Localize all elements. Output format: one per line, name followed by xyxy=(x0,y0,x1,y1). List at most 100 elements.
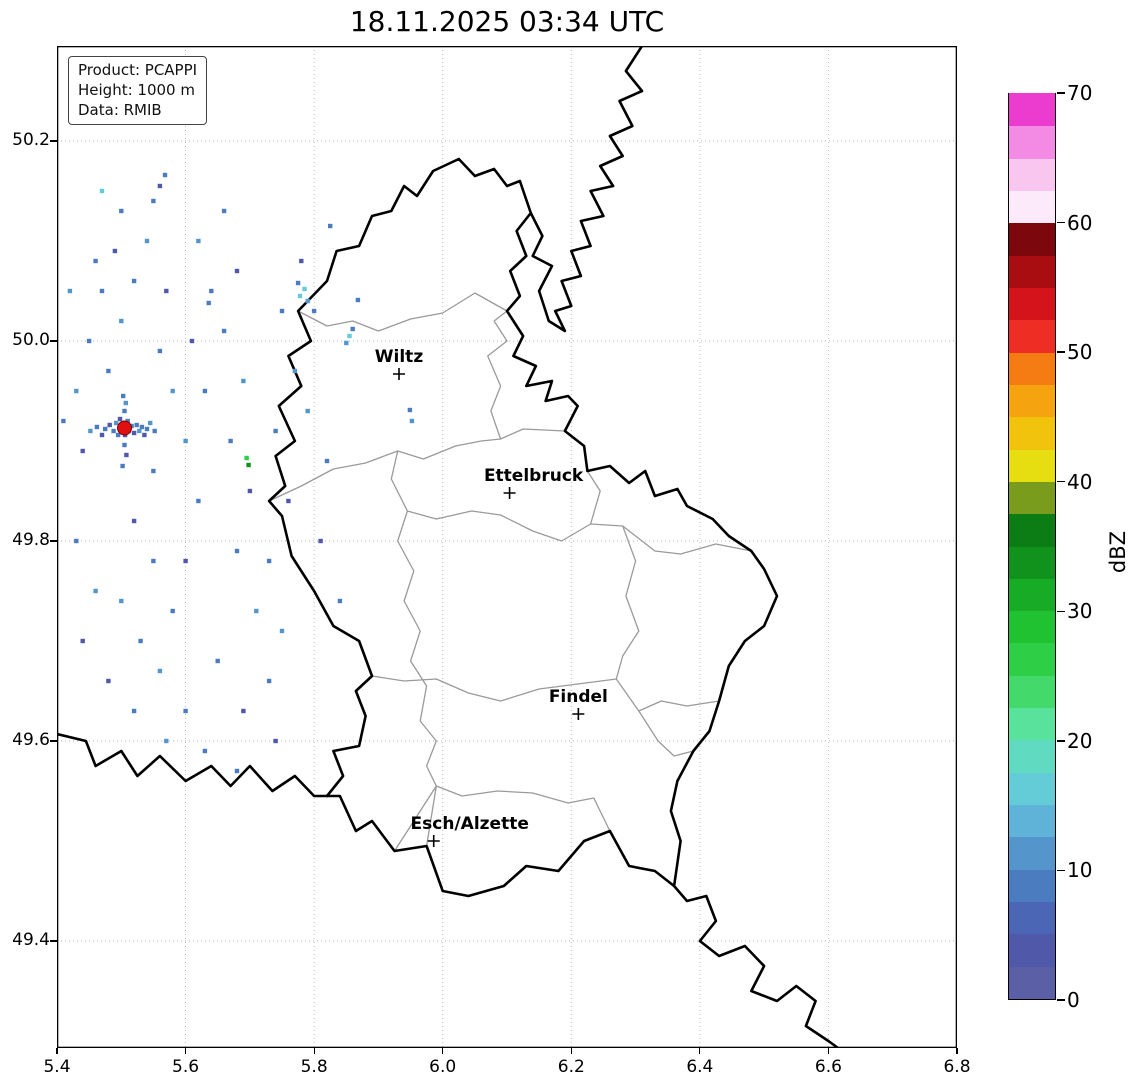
y-tick-mark xyxy=(50,540,57,542)
canton-border xyxy=(487,310,508,440)
radar-echo-pixel xyxy=(164,738,169,744)
city-marker xyxy=(572,708,585,720)
radar-echo-pixel xyxy=(266,678,272,684)
radar-echo-pixel xyxy=(350,326,355,332)
radar-echo-pixel xyxy=(144,238,150,244)
radar-echo-pixel xyxy=(131,518,137,524)
city-label: Ettelbruck xyxy=(484,466,584,486)
colorbar-tick-mark xyxy=(1057,351,1065,353)
radar-echo-pixel xyxy=(254,608,259,614)
colorbar-segment xyxy=(1009,416,1055,450)
colorbar-tick-label: 20 xyxy=(1067,728,1093,753)
radar-echo-pixel xyxy=(119,318,124,324)
radar-echo-pixel xyxy=(295,280,301,286)
radar-echo-pixel xyxy=(279,628,285,634)
x-tick-label: 5.8 xyxy=(300,1057,328,1077)
radar-echo-pixel xyxy=(61,418,66,424)
radar-echo-pixel xyxy=(164,288,169,294)
x-tick-label: 5.6 xyxy=(172,1057,200,1077)
product-info-box: Product: PCAPPI Height: 1000 m Data: RMI… xyxy=(68,56,208,126)
x-tick-mark xyxy=(442,1048,444,1054)
colorbar-tick-mark xyxy=(1057,999,1065,1001)
x-tick-mark xyxy=(827,1048,830,1054)
colorbar-tick-mark xyxy=(1057,740,1065,742)
radar-echo-pixel xyxy=(337,598,343,604)
city-marker xyxy=(503,487,516,499)
y-tick-mark xyxy=(50,340,57,342)
x-tick-mark xyxy=(570,1048,572,1054)
radar-echo-pixel xyxy=(125,418,130,424)
radar-echo-pixel xyxy=(115,432,121,438)
radar-echo-pixel xyxy=(99,288,105,294)
radar-echo-pixel xyxy=(151,468,156,474)
y-tick-mark xyxy=(50,140,57,142)
colorbar-tick-label: 50 xyxy=(1067,340,1093,365)
national-border xyxy=(57,732,329,798)
radar-echo-pixel xyxy=(299,258,304,264)
radar-echo-pixel xyxy=(162,172,168,178)
canton-border xyxy=(407,510,752,555)
colorbar-segment xyxy=(1009,351,1055,385)
colorbar-segment xyxy=(1009,965,1055,999)
colorbar-segment xyxy=(1009,448,1055,482)
radar-echo-pixel xyxy=(347,333,352,339)
colorbar-segment xyxy=(1009,578,1055,612)
radar-echo-pixel xyxy=(247,488,253,494)
radar-echo-pixel xyxy=(183,438,188,444)
x-tick-mark xyxy=(313,1048,315,1054)
radar-echo-pixel xyxy=(234,768,240,774)
colorbar-segment xyxy=(1009,836,1055,870)
radar-echo-pixel xyxy=(131,278,137,284)
radar-echo-pixel xyxy=(324,458,330,464)
colorbar-tick-label: 30 xyxy=(1067,599,1093,624)
radar-echo-pixel xyxy=(93,258,98,264)
radar-echo-pixel xyxy=(123,400,128,406)
colorbar-tick-label: 70 xyxy=(1067,81,1093,105)
x-tick-mark xyxy=(56,1048,58,1054)
colorbar-segment xyxy=(1009,384,1055,418)
colorbar-segment xyxy=(1009,222,1055,256)
radar-echo-pixel xyxy=(119,208,124,214)
colorbar-unit-label: dBZ xyxy=(1106,530,1130,574)
radar-echo-pixel xyxy=(228,438,233,444)
x-tick-label: 6.0 xyxy=(429,1057,457,1077)
radar-echo-pixel xyxy=(106,368,111,374)
radar-echo-pixel xyxy=(305,408,310,414)
radar-echo-pixel xyxy=(122,442,127,448)
radar-echo-pixel xyxy=(355,297,361,303)
radar-echo-pixel xyxy=(234,268,240,274)
radar-echo-pixel xyxy=(131,708,137,714)
x-tick-label: 6.8 xyxy=(943,1057,971,1077)
map-svg: Wiltz Ettelbruck Findel Esch/Alzette xyxy=(57,46,957,1048)
x-tick-label: 6.4 xyxy=(686,1057,714,1077)
plot-area: Wiltz Ettelbruck Findel Esch/Alzette Produc… xyxy=(57,46,957,1048)
radar-echo-pixel xyxy=(103,426,108,432)
x-tick-label: 6.6 xyxy=(814,1057,842,1077)
radar-echo-pixel xyxy=(292,368,298,374)
colorbar-segment xyxy=(1009,610,1055,644)
national-border xyxy=(529,46,644,333)
radar-echo-pixel xyxy=(117,416,123,422)
radar-echo-pixel xyxy=(124,452,129,458)
y-tick-label: 49.8 xyxy=(12,530,50,550)
radar-echo-pixel xyxy=(302,286,307,292)
canton-border xyxy=(638,700,720,712)
city-label: Esch/Alzette xyxy=(411,814,529,834)
radar-echo-pixel xyxy=(99,432,105,438)
radar-echo-pixel xyxy=(88,428,93,434)
radar-echo-pixel xyxy=(111,428,116,434)
x-tick-mark xyxy=(699,1048,701,1054)
y-tick-mark xyxy=(50,940,57,942)
radar-echo-pixel xyxy=(157,348,163,354)
colorbar-tick-mark xyxy=(1057,221,1065,224)
radar-echo-pixel xyxy=(202,388,208,394)
radar-echo-pixel xyxy=(241,378,246,384)
national-border xyxy=(672,884,840,1048)
radar-echo-pixel xyxy=(121,393,126,399)
radar-echo-pixel xyxy=(113,420,119,426)
radar-echo-pixel xyxy=(170,388,175,394)
radar-echo-pixel xyxy=(86,338,92,344)
radar-echo-pixel xyxy=(119,598,124,604)
x-tick-label: 5.4 xyxy=(43,1057,71,1077)
radar-echo-pixel xyxy=(241,708,246,714)
